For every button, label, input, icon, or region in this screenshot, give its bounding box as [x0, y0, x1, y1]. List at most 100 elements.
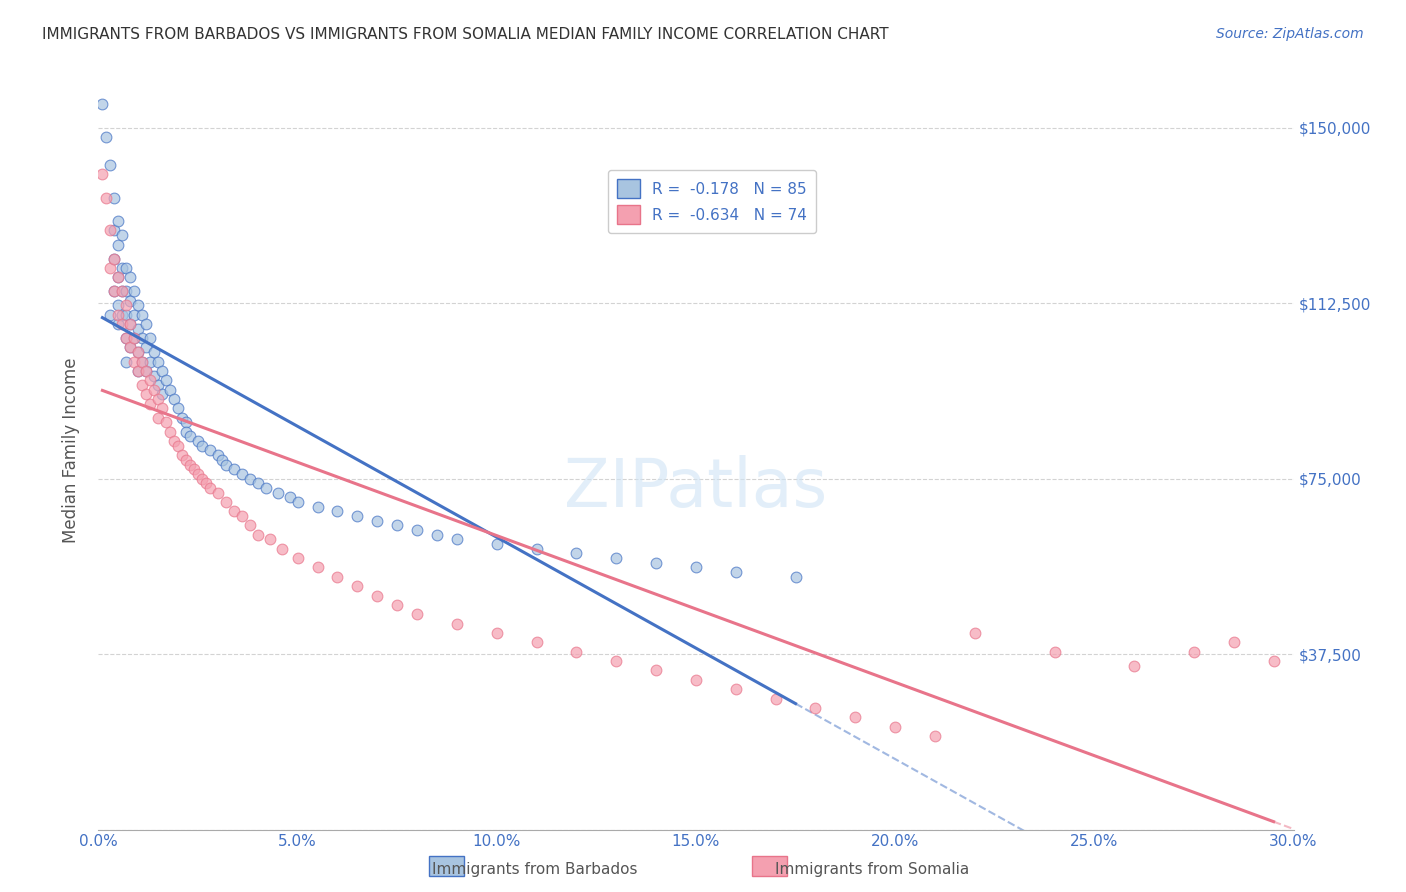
Point	[103, 191, 125, 205]
Point	[198, 481, 221, 495]
Point	[131, 331, 153, 345]
Point	[120, 270, 142, 285]
FancyBboxPatch shape	[429, 856, 464, 876]
Point	[765, 691, 787, 706]
Point	[844, 710, 866, 724]
Point	[107, 298, 129, 312]
Point	[884, 720, 907, 734]
Point	[246, 476, 269, 491]
Point	[385, 598, 409, 612]
Point	[135, 317, 157, 331]
Point	[139, 354, 162, 368]
Point	[307, 560, 329, 574]
Point	[231, 467, 253, 481]
Point	[215, 458, 238, 472]
Legend: R =  -0.178   N = 85, R =  -0.634   N = 74: R = -0.178 N = 85, R = -0.634 N = 74	[607, 170, 817, 233]
Point	[159, 383, 181, 397]
Point	[124, 354, 146, 368]
Point	[366, 514, 388, 528]
Point	[259, 533, 281, 547]
Point	[526, 635, 548, 649]
Point	[366, 589, 388, 603]
Point	[163, 392, 186, 406]
Point	[103, 252, 125, 266]
Point	[167, 401, 190, 416]
Point	[270, 541, 292, 556]
Point	[565, 546, 588, 560]
Point	[155, 373, 177, 387]
Point	[605, 551, 627, 566]
Point	[346, 579, 368, 593]
Point	[246, 527, 269, 541]
Point	[124, 285, 146, 299]
Point	[115, 298, 138, 312]
Point	[804, 701, 827, 715]
Point	[195, 476, 218, 491]
Point	[135, 364, 157, 378]
Point	[198, 443, 221, 458]
Point	[115, 260, 138, 275]
Point	[485, 537, 508, 551]
Point	[1123, 658, 1146, 673]
Point	[107, 270, 129, 285]
Point	[159, 425, 181, 439]
Text: Source: ZipAtlas.com: Source: ZipAtlas.com	[1216, 27, 1364, 41]
Point	[1182, 645, 1205, 659]
Point	[278, 490, 301, 504]
Point	[724, 565, 747, 579]
Text: Immigrants from Barbados: Immigrants from Barbados	[432, 863, 637, 877]
Point	[98, 223, 122, 237]
Point	[135, 387, 157, 401]
Point	[120, 341, 142, 355]
Point	[143, 383, 166, 397]
Point	[135, 341, 157, 355]
Point	[785, 570, 807, 584]
Point	[215, 495, 238, 509]
Point	[91, 97, 114, 112]
Point	[239, 471, 262, 485]
Point	[115, 308, 138, 322]
Point	[131, 378, 153, 392]
Point	[239, 518, 262, 533]
Point	[135, 364, 157, 378]
Point	[385, 518, 409, 533]
Point	[115, 354, 138, 368]
Point	[148, 378, 170, 392]
Point	[148, 410, 170, 425]
Point	[150, 364, 173, 378]
Point	[724, 682, 747, 697]
Point	[115, 331, 138, 345]
Point	[191, 471, 214, 485]
Point	[124, 308, 146, 322]
Point	[426, 527, 449, 541]
Point	[127, 364, 149, 378]
Point	[963, 626, 986, 640]
Point	[1043, 645, 1066, 659]
Point	[139, 331, 162, 345]
Point	[127, 364, 149, 378]
Point	[254, 481, 277, 495]
Point	[103, 223, 125, 237]
Text: Immigrants from Somalia: Immigrants from Somalia	[775, 863, 969, 877]
Point	[103, 285, 125, 299]
Y-axis label: Median Family Income: Median Family Income	[62, 358, 80, 543]
Point	[287, 495, 309, 509]
Point	[191, 439, 214, 453]
Point	[120, 293, 142, 308]
Point	[645, 556, 668, 570]
Point	[150, 401, 173, 416]
Point	[187, 434, 209, 449]
Point	[346, 508, 368, 523]
Point	[98, 158, 122, 172]
FancyBboxPatch shape	[752, 856, 787, 876]
Point	[526, 541, 548, 556]
Point	[107, 237, 129, 252]
Text: ZIPatlas: ZIPatlas	[564, 456, 828, 521]
Point	[150, 387, 173, 401]
Point	[267, 485, 290, 500]
Point	[174, 425, 197, 439]
Point	[645, 664, 668, 678]
Point	[96, 129, 118, 144]
Point	[222, 504, 245, 518]
Point	[179, 458, 201, 472]
